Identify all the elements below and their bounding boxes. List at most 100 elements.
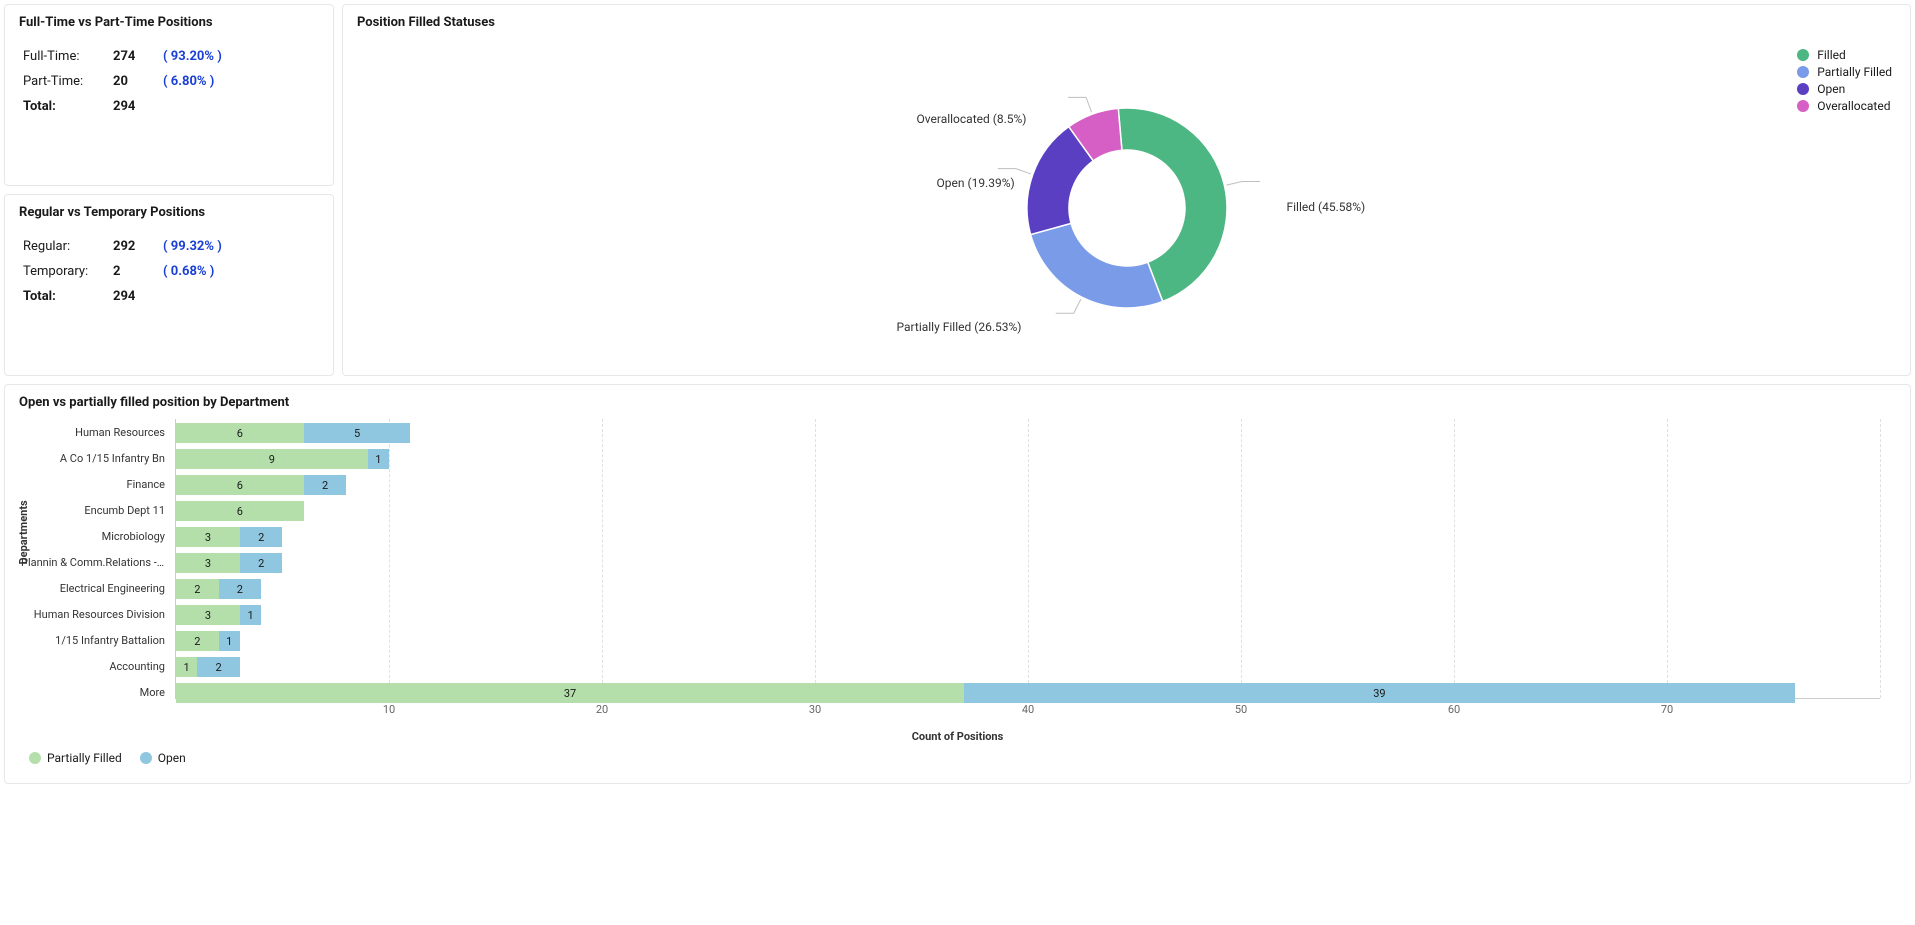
legend-swatch xyxy=(1797,83,1809,95)
stat-pct: ( 93.20% ) xyxy=(159,44,319,69)
bar-segment[interactable]: 3 xyxy=(176,605,240,625)
donut-leader xyxy=(1055,299,1080,313)
bar-row: 12 xyxy=(176,657,240,677)
stat-total-label: Total: xyxy=(19,284,109,309)
gridline xyxy=(1028,419,1029,698)
legend-item[interactable]: Open xyxy=(1797,82,1892,96)
legend-item[interactable]: Filled xyxy=(1797,48,1892,62)
bar-segment[interactable]: 3 xyxy=(176,553,240,573)
bar-plot-area: 1020304050607065916263232223121123739 xyxy=(175,419,1880,699)
stat-pct: ( 6.80% ) xyxy=(159,69,319,94)
card-fulltime-parttime: Full-Time vs Part-Time Positions Full-Ti… xyxy=(4,4,334,186)
legend-swatch xyxy=(1797,49,1809,61)
bar-row: 21 xyxy=(176,631,240,651)
gridline xyxy=(1880,419,1881,698)
gridline xyxy=(1241,419,1242,698)
donut-legend: Filled Partially Filled Open Overallocated xyxy=(1797,45,1892,116)
legend-item[interactable]: Partially Filled xyxy=(29,751,122,765)
legend-label: Open xyxy=(1817,82,1845,96)
bar-segment[interactable]: 1 xyxy=(240,605,261,625)
x-tick: 60 xyxy=(1448,703,1460,716)
stat-label: Full-Time: xyxy=(19,44,109,69)
bar-segment[interactable]: 39 xyxy=(964,683,1795,703)
bar-category-label: Human Resources xyxy=(21,423,171,443)
stat-value: 20 xyxy=(109,69,159,94)
bar-category-label: Human Resources Division xyxy=(21,605,171,625)
legend-item[interactable]: Overallocated xyxy=(1797,99,1892,113)
donut-slice[interactable] xyxy=(1030,223,1162,308)
legend-label: Overallocated xyxy=(1817,99,1890,113)
stat-row: Temporary:2( 0.68% ) xyxy=(19,259,319,284)
bar-category-label: Microbiology xyxy=(21,527,171,547)
bar-segment[interactable]: 2 xyxy=(176,631,219,651)
bar-segment[interactable]: 6 xyxy=(176,501,304,521)
bar-segment[interactable]: 6 xyxy=(176,475,304,495)
bar-row: 32 xyxy=(176,527,282,547)
bar-row: 65 xyxy=(176,423,410,443)
x-tick: 50 xyxy=(1235,703,1247,716)
legend-swatch xyxy=(29,752,41,764)
card-title: Full-Time vs Part-Time Positions xyxy=(5,5,333,36)
stat-total-value: 294 xyxy=(109,284,159,309)
stat-value: 2 xyxy=(109,259,159,284)
legend-item[interactable]: Open xyxy=(140,751,186,765)
legend-swatch xyxy=(1797,66,1809,78)
bar-segment[interactable]: 2 xyxy=(240,527,283,547)
bar-segment[interactable]: 1 xyxy=(176,657,197,677)
bar-segment[interactable]: 37 xyxy=(176,683,964,703)
bar-category-label: Accounting xyxy=(21,657,171,677)
gridline xyxy=(1667,419,1668,698)
stat-value: 274 xyxy=(109,44,159,69)
bar-category-label: A Co 1/15 Infantry Bn xyxy=(21,449,171,469)
bar-category-label: Electrical Engineering xyxy=(21,579,171,599)
bar-segment[interactable]: 2 xyxy=(197,657,240,677)
x-tick: 10 xyxy=(383,703,395,716)
stat-label: Regular: xyxy=(19,234,109,259)
x-tick: 30 xyxy=(809,703,821,716)
bar-legend: Partially Filled Open xyxy=(29,751,186,765)
legend-item[interactable]: Partially Filled xyxy=(1797,65,1892,79)
stat-pct: ( 0.68% ) xyxy=(159,259,319,284)
donut-slice-label: Filled (45.58%) xyxy=(1287,200,1366,214)
legend-label: Partially Filled xyxy=(1817,65,1892,79)
bar-segment[interactable]: 2 xyxy=(240,553,283,573)
bar-segment[interactable]: 2 xyxy=(304,475,347,495)
x-tick: 70 xyxy=(1661,703,1673,716)
stat-total-row: Total:294 xyxy=(19,284,319,309)
dashboard-grid: Full-Time vs Part-Time Positions Full-Ti… xyxy=(0,0,1915,788)
donut-slice-label: Partially Filled (26.53%) xyxy=(897,320,1022,334)
bar-row: 32 xyxy=(176,553,282,573)
bar-segment[interactable]: 9 xyxy=(176,449,368,469)
donut-leader xyxy=(997,169,1030,174)
bar-category-label: Finance xyxy=(21,475,171,495)
card-title: Open vs partially filled position by Dep… xyxy=(5,385,1910,416)
bar-segment[interactable]: 2 xyxy=(219,579,262,599)
stat-row: Full-Time:274( 93.20% ) xyxy=(19,44,319,69)
bar-row: 3739 xyxy=(176,683,1795,703)
bar-row: 62 xyxy=(176,475,346,495)
bar-row: 91 xyxy=(176,449,389,469)
stat-row: Regular:292( 99.32% ) xyxy=(19,234,319,259)
stat-label: Temporary: xyxy=(19,259,109,284)
stat-row: Part-Time:20( 6.80% ) xyxy=(19,69,319,94)
bar-row: 22 xyxy=(176,579,261,599)
bar-row: 6 xyxy=(176,501,304,521)
bar-category-label: Encumb Dept 11 xyxy=(21,501,171,521)
donut-leader xyxy=(1068,97,1092,112)
stat-pct: ( 99.32% ) xyxy=(159,234,319,259)
gridline xyxy=(1454,419,1455,698)
bar-category-label: More xyxy=(21,683,171,703)
bar-segment[interactable]: 3 xyxy=(176,527,240,547)
bar-segment[interactable]: 5 xyxy=(304,423,411,443)
bar-category-label: 1/15 Infantry Battalion xyxy=(21,631,171,651)
card-title: Regular vs Temporary Positions xyxy=(5,195,333,226)
bar-segment[interactable]: 2 xyxy=(176,579,219,599)
legend-label: Open xyxy=(158,751,186,765)
legend-label: Filled xyxy=(1817,48,1846,62)
bar-segment[interactable]: 1 xyxy=(219,631,240,651)
bar-segment[interactable]: 1 xyxy=(368,449,389,469)
bar-segment[interactable]: 6 xyxy=(176,423,304,443)
card-position-filled-statuses: Position Filled Statuses FilledPartially… xyxy=(342,4,1911,376)
stat-table: Regular:292( 99.32% )Temporary:2( 0.68% … xyxy=(19,234,319,309)
legend-swatch xyxy=(1797,100,1809,112)
